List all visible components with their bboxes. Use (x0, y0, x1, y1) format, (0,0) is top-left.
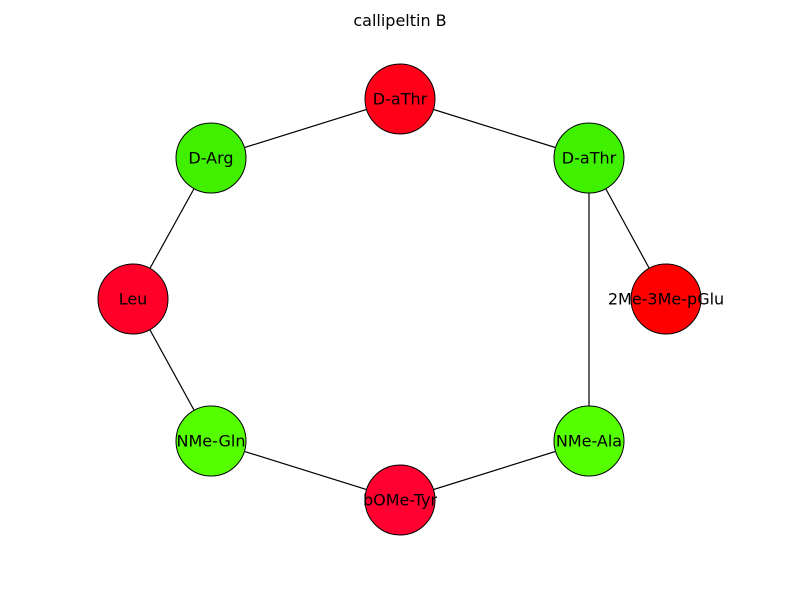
node-label: bOMe-Tyr (363, 491, 437, 510)
node-circle (175, 405, 247, 477)
node: bOMe-Tyr (363, 464, 437, 536)
node: D-aThr (553, 122, 625, 194)
node-layer: D-aThr D-aThr 2Me-3Me-pGlu NMe-Ala bOMe-Tyr N… (97, 63, 724, 536)
node-label: D-Arg (188, 149, 233, 168)
node-circle (97, 263, 169, 335)
node-circle (175, 122, 247, 194)
node-label: D-aThr (562, 149, 617, 168)
node-label: NMe-Ala (556, 432, 622, 451)
node: D-Arg (175, 122, 247, 194)
node-label: NMe-Gln (177, 432, 246, 451)
node-circle (364, 63, 436, 135)
node: NMe-Gln (175, 405, 247, 477)
diagram-title: callipeltin B (353, 11, 446, 30)
node-label: Leu (119, 290, 148, 309)
node-circle (553, 405, 625, 477)
node-circle (630, 263, 702, 335)
node-label: D-aThr (373, 90, 428, 109)
node-circle (553, 122, 625, 194)
node: Leu (97, 263, 169, 335)
node-circle (364, 464, 436, 536)
node: D-aThr (364, 63, 436, 135)
node: 2Me-3Me-pGlu (608, 263, 724, 335)
node: NMe-Ala (553, 405, 625, 477)
node-label: 2Me-3Me-pGlu (608, 290, 724, 309)
